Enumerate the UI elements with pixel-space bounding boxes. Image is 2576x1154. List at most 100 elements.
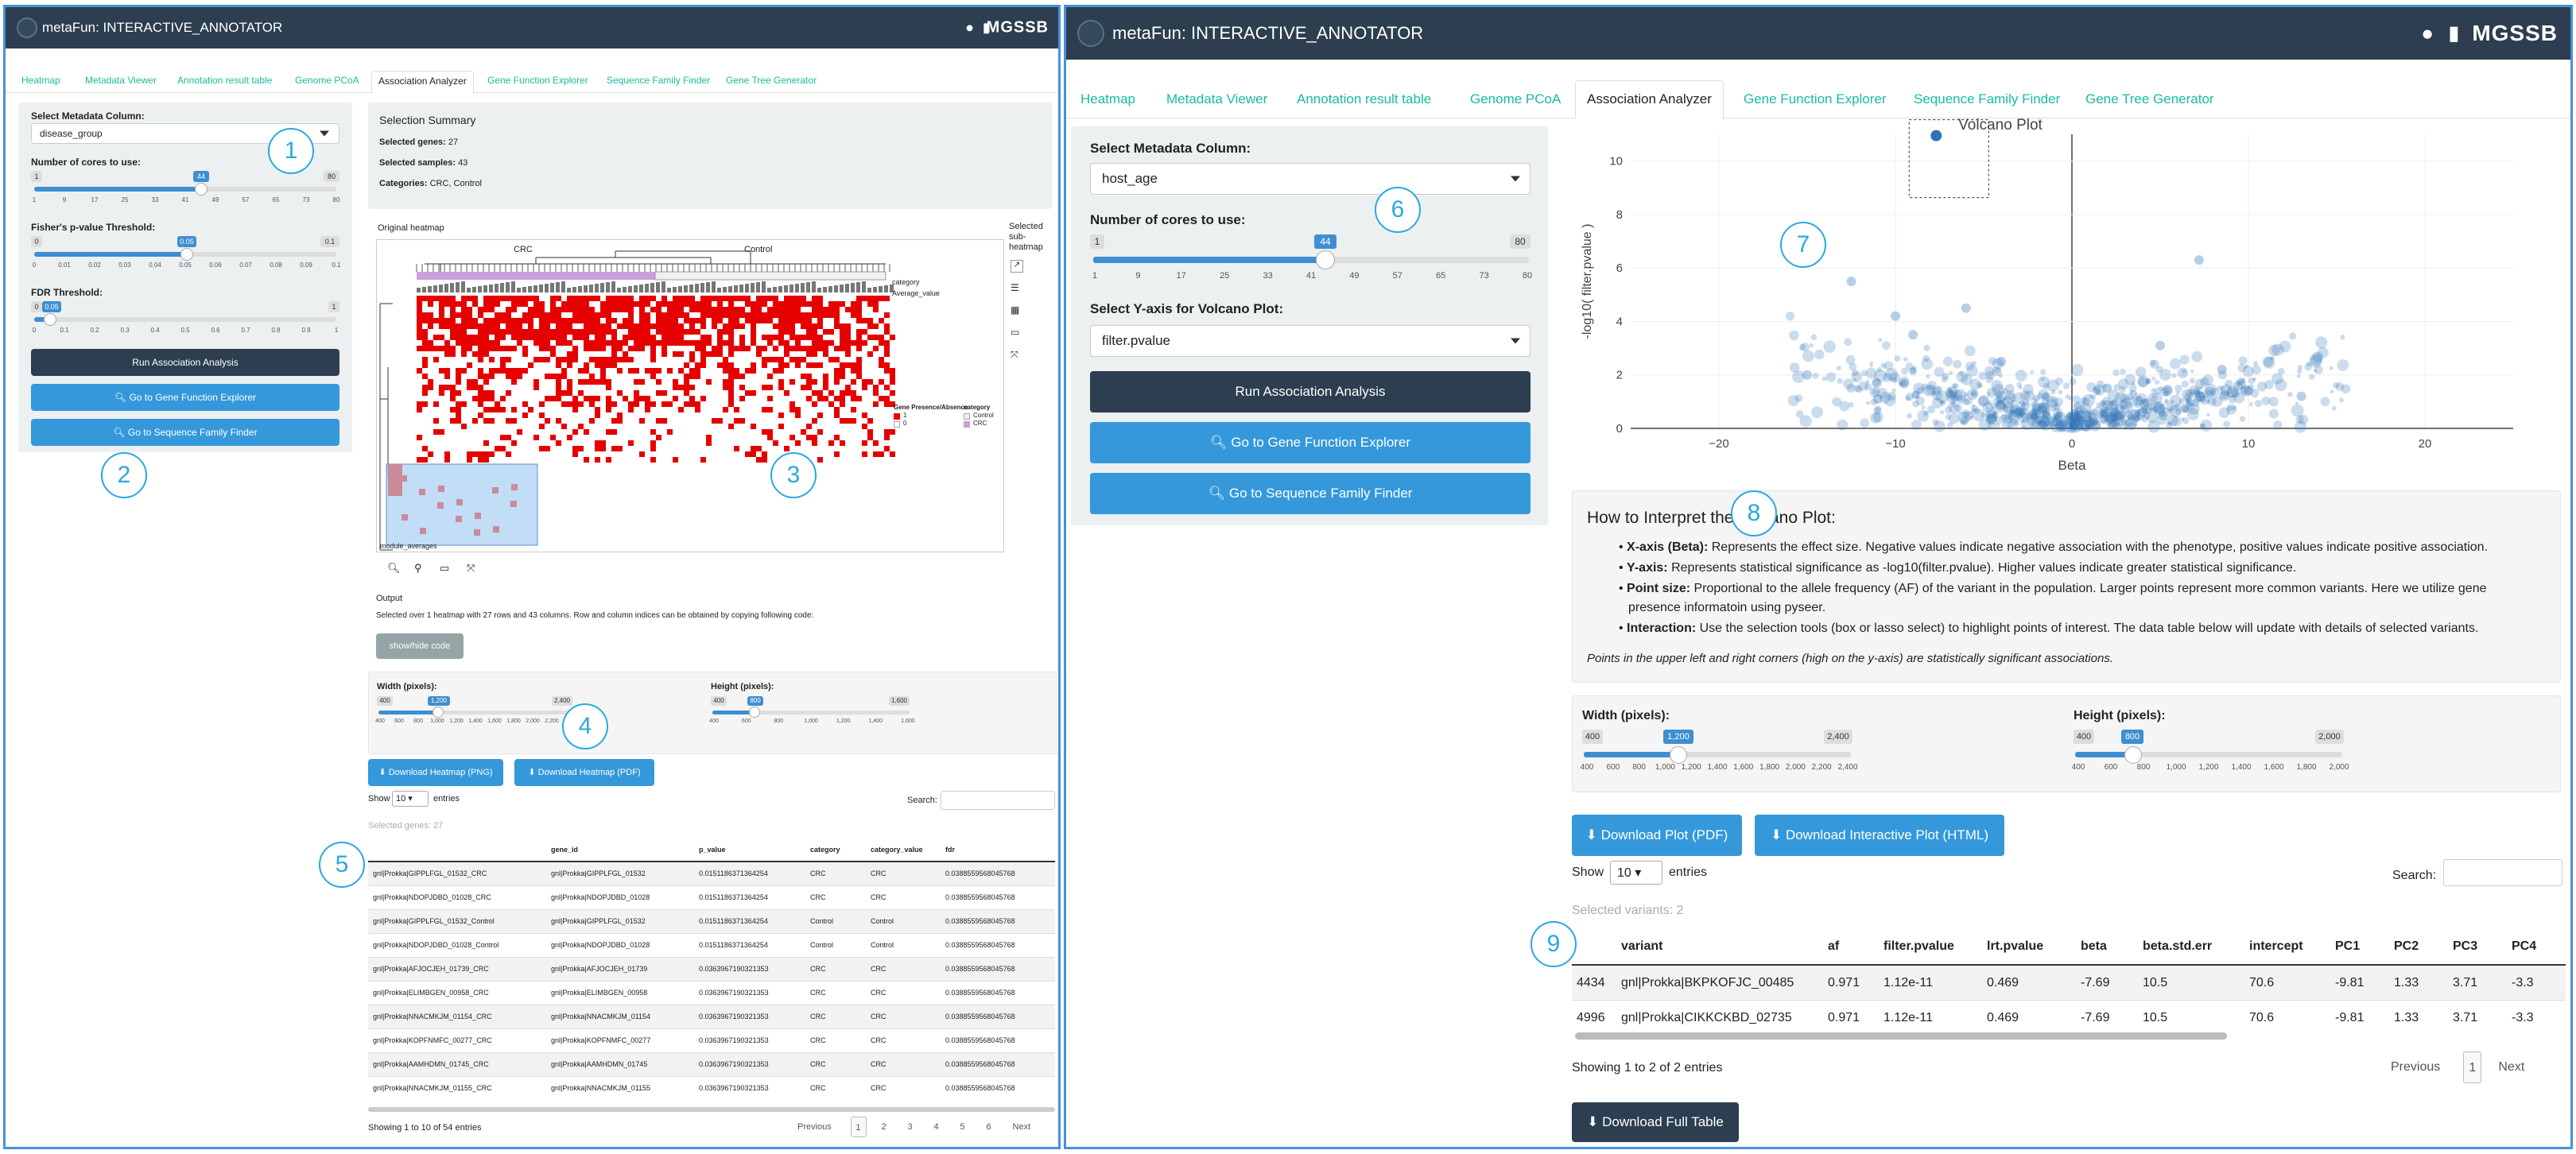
fisher-slider-handle[interactable] [180, 248, 193, 261]
fdr-slider-track[interactable] [34, 317, 336, 322]
sequence-family-finder-button[interactable]: 🔍︎ Go to Sequence Family Finder [1090, 473, 1530, 514]
yaxis-select[interactable]: filter.pvalue [1090, 325, 1530, 357]
tab-genome-pcoa[interactable]: Genome PCoA [295, 75, 359, 86]
original-heatmap[interactable]: CRC Control category Average_value Gene … [376, 239, 1004, 552]
gene-function-explorer-button[interactable]: 🔍︎ Go to Gene Function Explorer [31, 384, 339, 411]
tab-annotation-result-table[interactable]: Annotation result table [1297, 91, 1432, 106]
column-header[interactable]: filter.pvalue [1879, 929, 1982, 966]
horizontal-scrollbar[interactable] [1575, 1032, 2227, 1040]
page-previous[interactable]: Previous [797, 1122, 832, 1132]
github-icon[interactable]: ● [2421, 21, 2434, 45]
column-header[interactable] [368, 838, 546, 862]
entries-select[interactable]: 10 ▾ [392, 791, 429, 807]
table-row[interactable]: gnl|Prokka|NDOPJDBD_01028_Control gnl|Pro… [368, 932, 1055, 957]
column-header[interactable]: beta [2076, 929, 2138, 966]
width-slider-track[interactable] [1584, 752, 1851, 757]
search-input[interactable] [941, 791, 1055, 810]
fdr-slider-handle[interactable] [44, 313, 56, 326]
volcano-plot[interactable]: −20 −10 0 10 20 0 2 4 6 8 10 Volcano Plot Beta -log10… [1575, 117, 2561, 484]
column-header[interactable]: intercept [2244, 929, 2330, 966]
page-5[interactable]: 5 [960, 1122, 965, 1132]
page-previous[interactable]: Previous [2391, 1060, 2441, 1074]
github-icon[interactable]: ● [965, 19, 974, 36]
download-full-table-button[interactable]: ⬇ Download Full Table [1572, 1102, 1739, 1142]
metadata-column-select[interactable]: host_age [1090, 163, 1530, 195]
column-header[interactable]: variant [1616, 929, 1823, 966]
page-3[interactable]: 3 [907, 1122, 913, 1132]
table-row[interactable]: 4996 gnl|Prokka|CIKKCKBD_02735 0.971 1.12e-… [1572, 999, 2566, 1036]
table-row[interactable]: gnl|Prokka|GIPPLFGL_01532_CRC gnl|Prokka|… [368, 861, 1055, 885]
show-hide-code-button[interactable]: show/hide code [376, 633, 464, 659]
download-plot-pdf-button[interactable]: ⬇ Download Plot (PDF) [1572, 815, 1742, 856]
height-slider-track[interactable] [712, 711, 910, 714]
image-icon[interactable]: ▭ [440, 562, 450, 574]
cores-slider-handle[interactable] [1316, 250, 1335, 269]
width-slider-handle[interactable] [1670, 746, 1687, 764]
cores-slider-handle[interactable] [195, 183, 208, 196]
table-row[interactable]: gnl|Prokka|KOPFNMFC_00277_CRC gnl|Prokka|… [368, 1028, 1055, 1052]
horizontal-scrollbar[interactable] [368, 1107, 1055, 1112]
tab-sequence-family-finder[interactable]: Sequence Family Finder [607, 75, 711, 86]
column-header[interactable]: p_value [694, 838, 805, 862]
table-row[interactable]: gnl|Prokka|ELIMBGEN_00958_CRC gnl|Prokka|… [368, 980, 1055, 1005]
tab-metadata-viewer[interactable]: Metadata Viewer [85, 75, 157, 86]
tab-gene-tree-generator[interactable]: Gene Tree Generator [2085, 91, 2214, 106]
height-slider-track[interactable] [2075, 752, 2342, 757]
tab-genome-pcoa[interactable]: Genome PCoA [1470, 91, 1562, 106]
width-slider-track[interactable] [378, 711, 572, 714]
column-header[interactable]: PC2 [2389, 929, 2448, 966]
entries-select[interactable]: 10 ▾ [1610, 861, 1662, 885]
menu-tool-icon[interactable]: ☰ [1011, 282, 1019, 293]
page-2[interactable]: 2 [881, 1122, 886, 1132]
tab-sequence-family-finder[interactable]: Sequence Family Finder [1914, 91, 2061, 106]
download-heatmap-pdf-button[interactable]: ⬇ Download Heatmap (PDF) [514, 759, 654, 786]
table-row[interactable]: gnl|Prokka|NDOPJDBD_01028_CRC gnl|Prokka|… [368, 885, 1055, 909]
page-1[interactable]: 1 [2463, 1051, 2482, 1083]
column-header[interactable] [1572, 929, 1616, 966]
table-row[interactable]: gnl|Prokka|NNACMKJM_01154_CRC gnl|Prokka|… [368, 1004, 1055, 1028]
table-row[interactable]: 4434 gnl|Prokka|BKPKOFJC_00485 0.971 1.12e-… [1572, 964, 2566, 1001]
zoom-icon[interactable]: 🔍︎ [387, 562, 401, 574]
run-association-button[interactable]: Run Association Analysis [1090, 371, 1530, 412]
sequence-family-finder-button[interactable]: 🔍︎ Go to Sequence Family Finder [31, 419, 339, 446]
width-slider-handle[interactable] [433, 707, 444, 718]
page-next[interactable]: Next [1012, 1122, 1031, 1132]
page-4[interactable]: 4 [933, 1122, 939, 1132]
book-icon[interactable]: ▮ [983, 21, 990, 35]
tab-heatmap[interactable]: Heatmap [21, 75, 60, 86]
page-next[interactable]: Next [2498, 1060, 2525, 1074]
column-header[interactable]: lrt.pvalue [1982, 929, 2076, 966]
expand-tool-icon[interactable]: ⤧ [1011, 349, 1018, 360]
page-6[interactable]: 6 [986, 1122, 991, 1132]
download-heatmap-png-button[interactable]: ⬇ Download Heatmap (PNG) [368, 759, 503, 786]
page-1[interactable]: 1 [850, 1117, 867, 1137]
height-slider-handle[interactable] [2124, 746, 2142, 764]
run-association-button[interactable]: Run Association Analysis [31, 349, 339, 376]
column-header[interactable]: PC4 [2507, 929, 2566, 966]
column-header[interactable]: category [805, 838, 866, 862]
table-row[interactable]: gnl|Prokka|GIPPLFGL_01532_Control gnl|Pro… [368, 908, 1055, 933]
pointer-tool-icon[interactable]: ↗ [1011, 260, 1023, 273]
tab-gene-tree-generator[interactable]: Gene Tree Generator [726, 75, 817, 86]
column-header[interactable]: gene_id [546, 838, 694, 862]
pin-icon[interactable]: ⚲ [414, 562, 422, 574]
table-row[interactable]: gnl|Prokka|AAMHDMN_01745_CRC gnl|Prokka|A… [368, 1051, 1055, 1076]
tab-association-analyzer[interactable]: Association Analyzer [371, 71, 474, 94]
tab-gene-function-explorer[interactable]: Gene Function Explorer [1744, 91, 1887, 106]
tab-annotation-result-table[interactable]: Annotation result table [177, 75, 273, 86]
download-interactive-plot-button[interactable]: ⬇ Download Interactive Plot (HTML) [1755, 815, 2004, 856]
tab-heatmap[interactable]: Heatmap [1080, 91, 1135, 106]
column-header[interactable]: fdr [941, 838, 1055, 862]
column-header[interactable]: PC3 [2448, 929, 2507, 966]
image-tool-icon[interactable]: ▭ [1011, 327, 1020, 338]
column-header[interactable]: PC1 [2330, 929, 2389, 966]
table-row[interactable]: gnl|Prokka|NNACMKJM_01155_CRC gnl|Prokka|… [368, 1075, 1055, 1100]
search-input[interactable] [2443, 859, 2562, 886]
tab-metadata-viewer[interactable]: Metadata Viewer [1166, 91, 1268, 106]
column-header[interactable]: af [1823, 929, 1879, 966]
tab-association-analyzer[interactable]: Association Analyzer [1575, 80, 1724, 119]
gene-function-explorer-button[interactable]: 🔍︎ Go to Gene Function Explorer [1090, 422, 1530, 463]
table-tool-icon[interactable]: ▦ [1011, 304, 1020, 316]
table-row[interactable]: gnl|Prokka|AFJOCJEH_01739_CRC gnl|Prokka|… [368, 956, 1055, 981]
height-slider-handle[interactable] [749, 707, 760, 718]
